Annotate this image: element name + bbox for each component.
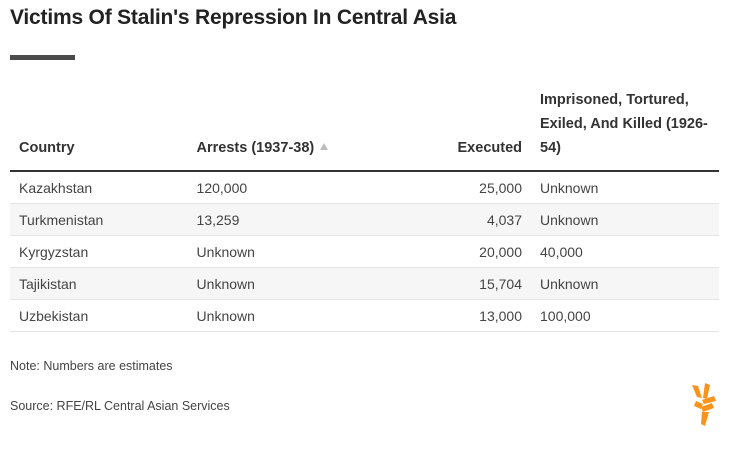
cell-executed: 13,000 [406,299,531,332]
cell-executed: 20,000 [406,235,531,268]
table-row: Kyrgyzstan Unknown 20,000 40,000 [10,235,719,268]
cell-imprisoned: 100,000 [531,299,719,332]
cell-imprisoned: Unknown [531,171,719,204]
column-header-label: Imprisoned, Tortured, Exiled, And Killed… [540,92,708,156]
cell-arrests: 13,259 [187,203,407,236]
title-underline [10,55,75,60]
rferl-logo-icon [692,383,716,426]
cell-executed: 4,037 [406,203,531,236]
footnote: Note: Numbers are estimates [10,359,173,373]
cell-country: Kyrgyzstan [10,235,188,268]
cell-imprisoned: 40,000 [531,235,719,268]
cell-country: Kazakhstan [10,171,188,204]
table-row: Turkmenistan 13,259 4,037 Unknown [10,203,719,236]
chart-title: Victims Of Stalin's Repression In Centra… [10,6,457,29]
table-row: Kazakhstan 120,000 25,000 Unknown [10,171,719,204]
cell-arrests: 120,000 [187,171,407,204]
column-header-label: Arrests (1937-38) [196,140,315,156]
cell-arrests: Unknown [187,299,407,332]
cell-imprisoned: Unknown [531,203,719,236]
cell-arrests: Unknown [187,267,407,300]
cell-country: Turkmenistan [10,203,188,236]
table-row: Tajikistan Unknown 15,704 Unknown [10,267,719,300]
column-header-label: Executed [457,140,522,156]
cell-executed: 15,704 [406,267,531,300]
source-credit: Source: RFE/RL Central Asian Services [10,399,230,413]
column-header-arrests[interactable]: Arrests (1937-38) [187,88,407,172]
table-row: Uzbekistan Unknown 13,000 100,000 [10,299,719,332]
cell-country: Uzbekistan [10,299,188,332]
data-table: Country Arrests (1937-38) Executed Impri… [10,88,719,332]
column-header-executed[interactable]: Executed [406,88,531,172]
column-header-label: Country [19,140,75,156]
table-header-row: Country Arrests (1937-38) Executed Impri… [10,88,719,172]
cell-arrests: Unknown [187,235,407,268]
sort-ascending-icon[interactable] [320,143,329,150]
cell-imprisoned: Unknown [531,267,719,300]
column-header-country[interactable]: Country [10,88,188,172]
column-header-imprisoned[interactable]: Imprisoned, Tortured, Exiled, And Killed… [531,88,719,172]
cell-country: Tajikistan [10,267,188,300]
cell-executed: 25,000 [406,171,531,204]
